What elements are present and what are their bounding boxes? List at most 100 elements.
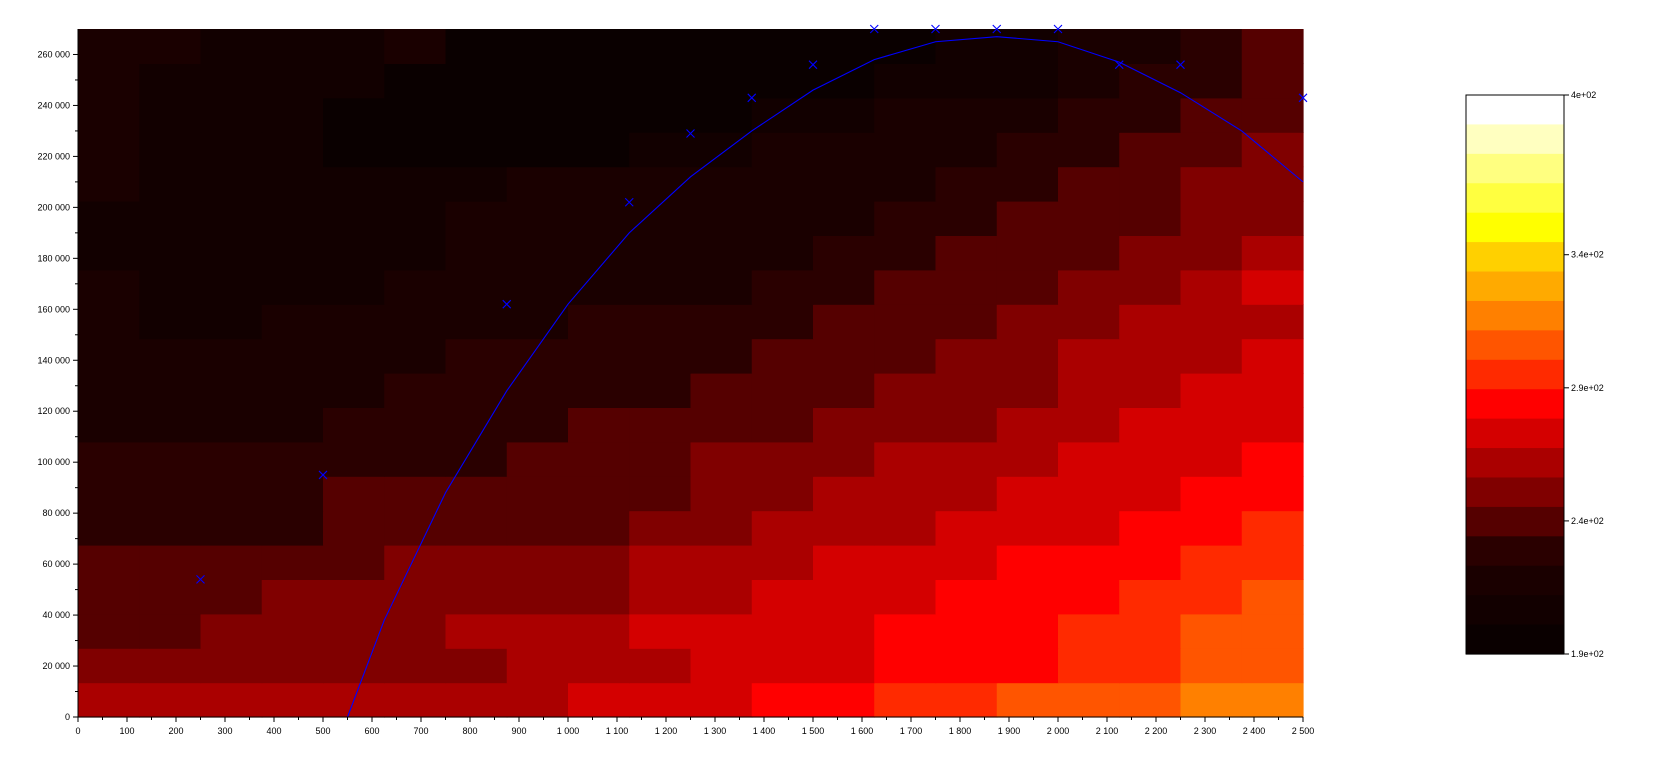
- heatmap-cell: [506, 201, 569, 236]
- heatmap-cell: [78, 63, 140, 99]
- heatmap-cell: [1119, 407, 1182, 443]
- heatmap-cell: [690, 269, 753, 305]
- x-tick-label: 300: [217, 726, 232, 736]
- heatmap-cell: [323, 545, 385, 580]
- heatmap-cell: [78, 29, 140, 64]
- heatmap-cell: [996, 201, 1059, 236]
- y-tick-label: 80 000: [42, 508, 70, 518]
- heatmap-cell: [506, 510, 569, 546]
- heatmap-cell: [568, 235, 630, 271]
- heatmap-cell: [261, 682, 324, 718]
- heatmap-cell: [996, 510, 1059, 546]
- heatmap-cell: [200, 441, 263, 477]
- heatmap-cell: [813, 201, 875, 236]
- heatmap-cell: [629, 304, 692, 340]
- heatmap-cell: [935, 338, 998, 374]
- heatmap-cell: [261, 29, 324, 64]
- heatmap-cell: [1180, 166, 1243, 202]
- heatmap-cell: [445, 407, 508, 443]
- x-tick-label: 1 500: [802, 726, 825, 736]
- heatmap-cell: [200, 613, 263, 649]
- heatmap-cell: [200, 510, 263, 546]
- heatmap-cell: [323, 132, 385, 168]
- heatmap-cell: [1241, 545, 1304, 580]
- heatmap-cell: [261, 166, 324, 202]
- heatmap-cell: [996, 373, 1059, 408]
- heatmap-cell: [996, 97, 1059, 133]
- heatmap-cell: [629, 373, 692, 408]
- heatmap-cell: [751, 235, 814, 271]
- x-tick-label: 2 000: [1047, 726, 1070, 736]
- heatmap-cell: [568, 304, 630, 340]
- heatmap-cell: [1119, 476, 1182, 512]
- heatmap-cell: [1241, 613, 1304, 649]
- heatmap-cell: [323, 476, 385, 512]
- heatmap-cell: [1241, 201, 1304, 236]
- y-tick-label: 60 000: [42, 559, 70, 569]
- heatmap-cell: [1058, 166, 1120, 202]
- heatmap-cell: [139, 235, 202, 271]
- heatmap-cell: [384, 166, 447, 202]
- heatmap-cell: [1241, 648, 1304, 684]
- plot-axes: 0 100 200 300 400 500 600 700 800 900 1 000 1 100 1 …: [37, 29, 1314, 736]
- x-tick-label: 200: [168, 726, 183, 736]
- heatmap-cell: [874, 201, 937, 236]
- heatmap-cell: [751, 545, 814, 580]
- heatmap-cell: [1119, 304, 1182, 340]
- heatmap-cell: [506, 63, 569, 99]
- heatmap-cell: [445, 269, 508, 305]
- heatmap-cell: [568, 510, 630, 546]
- measured-point-marker: [1114, 60, 1124, 70]
- heatmap-cell: [200, 304, 263, 340]
- heatmap-cell: [690, 201, 753, 236]
- heatmap-cell: [568, 201, 630, 236]
- measured-point-marker: [196, 575, 205, 584]
- heatmap-cell: [323, 304, 385, 340]
- heatmap-cell: [506, 373, 569, 408]
- measured-point-marker: [747, 93, 757, 103]
- heatmap-cell: [1180, 373, 1243, 408]
- heatmap-cell: [323, 63, 385, 99]
- heatmap-cell: [1119, 201, 1182, 236]
- heatmap-cell: [1180, 545, 1243, 580]
- heatmap-cell: [1119, 63, 1182, 99]
- y-tick-label: 260 000: [37, 49, 70, 59]
- heatmap-cell: [1119, 97, 1182, 133]
- heatmap-cell: [568, 29, 630, 64]
- x-tick-label: 700: [413, 726, 428, 736]
- heatmap-cell: [1119, 545, 1182, 580]
- heatmap-cell: [996, 269, 1059, 305]
- heatmap-cell: [568, 63, 630, 99]
- heatmap-cell: [1241, 304, 1304, 340]
- x-tick-label: 100: [119, 726, 134, 736]
- heatmap-cell: [445, 304, 508, 340]
- heatmap-cell: [813, 166, 875, 202]
- x-tick-label: 800: [462, 726, 477, 736]
- x-tick-label: 1 200: [655, 726, 678, 736]
- heatmap-cell: [1058, 97, 1120, 133]
- heatmap-cell: [874, 63, 937, 99]
- heatmap-cell: [139, 373, 202, 408]
- heatmap-cell: [751, 510, 814, 546]
- colorbar-swatch: [1466, 359, 1564, 390]
- heatmap-cell: [323, 648, 385, 684]
- heatmap-cell: [935, 648, 998, 684]
- heatmap-cell: [261, 510, 324, 546]
- heatmap-cell: [323, 407, 385, 443]
- heatmap-cell: [139, 510, 202, 546]
- heatmap-cell: [261, 545, 324, 580]
- heatmap-cell: [1058, 476, 1120, 512]
- heatmap-cell: [139, 476, 202, 512]
- heatmap-cell: [874, 304, 937, 340]
- heatmap-cell: [200, 269, 263, 305]
- measured-point-marker: [318, 470, 328, 480]
- heatmap-cell: [690, 441, 753, 477]
- heatmap-cell: [690, 407, 753, 443]
- heatmap-cell: [445, 63, 508, 99]
- heatmap-cell: [813, 29, 875, 64]
- measured-point-marker: [1298, 93, 1308, 103]
- heatmap-cell: [690, 235, 753, 271]
- x-tick-label: 600: [364, 726, 379, 736]
- colorbar-tick-label: 4e+02: [1571, 90, 1596, 100]
- heatmap-cell: [445, 373, 508, 408]
